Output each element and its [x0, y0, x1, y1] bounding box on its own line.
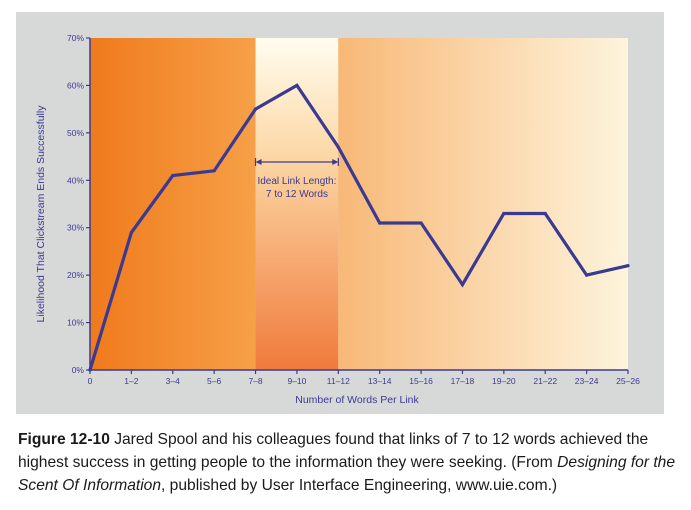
caption-text-2: , published by User Interface Engineerin… — [161, 477, 558, 494]
x-tick-label: 23–24 — [575, 376, 599, 386]
background-band-right — [338, 38, 628, 370]
caption-label: Figure 12-10 — [18, 431, 110, 448]
x-tick-label: 9–10 — [287, 376, 306, 386]
caption-book-title: Designing for the Scent Of Information — [18, 454, 676, 494]
x-tick-label: 21–22 — [533, 376, 557, 386]
y-axis-title: Likelihood That Clickstream Ends Success… — [35, 105, 47, 323]
data-point — [88, 368, 92, 372]
y-tick-label: 30% — [67, 223, 84, 233]
x-tick-label: 1–2 — [124, 376, 138, 386]
data-point — [378, 221, 382, 225]
x-tick-label: 25–26 — [616, 376, 640, 386]
data-point — [171, 173, 175, 178]
data-point — [543, 211, 547, 216]
x-tick-label: 5–6 — [207, 376, 221, 386]
y-tick-label: 70% — [67, 33, 84, 43]
background-band-left — [90, 38, 256, 370]
highlight-band — [255, 38, 339, 370]
data-point — [626, 264, 630, 268]
x-tick-label: 0 — [88, 376, 93, 386]
data-point — [295, 83, 299, 88]
y-tick-label: 50% — [67, 128, 84, 138]
x-tick-label: 19–20 — [492, 376, 516, 386]
annotation-line-2: 7 to 12 Words — [266, 189, 328, 200]
x-tick-label: 17–18 — [451, 376, 475, 386]
data-point — [502, 211, 506, 216]
data-point — [419, 221, 423, 225]
y-tick-label: 10% — [67, 318, 84, 328]
series-line — [88, 83, 629, 371]
line-chart: 0% 10% 20% 30% 40% 50% 60% 70% 0 1–2 3–4 5–6 7–8 9–10… — [35, 33, 640, 406]
data-point — [585, 273, 589, 277]
data-point — [460, 283, 465, 287]
data-point — [336, 145, 340, 149]
x-tick-label: 13–14 — [368, 376, 392, 386]
y-tick-label: 20% — [67, 270, 84, 280]
figure-panel: 0% 10% 20% 30% 40% 50% 60% 70% 0 1–2 3–4 5–6 7–8 9–10… — [16, 12, 664, 414]
y-tick-label: 60% — [67, 80, 84, 90]
figure-caption: Figure 12-10 Jared Spool and his colleag… — [18, 428, 678, 497]
data-point — [129, 230, 133, 235]
data-point — [253, 107, 258, 111]
x-tick-label: 3–4 — [166, 376, 180, 386]
y-tick-label: 0% — [72, 365, 85, 375]
y-tick-label: 40% — [67, 175, 84, 185]
x-tick-label: 11–12 — [327, 376, 350, 386]
caption-text-1: Jared Spool and his colleagues found tha… — [18, 431, 649, 471]
x-tick-label: 15–16 — [409, 376, 433, 386]
annotation-arrow-right-icon — [332, 159, 339, 165]
annotation-line-1: Ideal Link Length: — [257, 176, 336, 187]
x-tick-label: 7–8 — [248, 376, 262, 386]
annotation-arrow-left-icon — [255, 159, 262, 165]
x-axis-title: Number of Words Per Link — [295, 394, 419, 406]
data-point — [212, 169, 216, 173]
